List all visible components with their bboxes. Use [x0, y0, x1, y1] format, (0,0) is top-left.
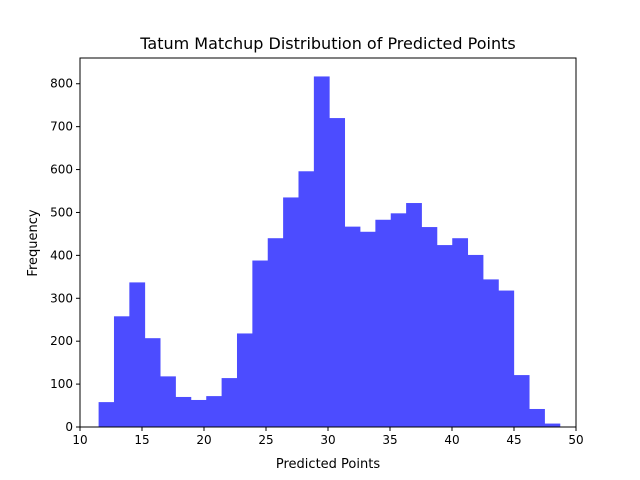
histogram-bar: [283, 197, 299, 427]
y-tick-label: 700: [50, 120, 73, 134]
x-tick-label: 45: [506, 433, 521, 447]
histogram-bar: [129, 282, 146, 427]
x-axis-label: Predicted Points: [276, 457, 380, 472]
x-tick-label: 10: [72, 433, 87, 447]
histogram-bar: [221, 378, 238, 427]
y-axis: 0 100 200 300 400 500 600 700 800: [50, 77, 80, 434]
x-tick-label: 40: [444, 433, 459, 447]
y-tick-label: 800: [50, 77, 73, 91]
histogram-bar: [144, 338, 161, 427]
x-tick-label: 30: [320, 433, 335, 447]
y-tick-label: 100: [50, 377, 73, 391]
y-tick-label: 600: [50, 163, 73, 177]
x-tick-label: 15: [134, 433, 149, 447]
histogram-bar: [236, 333, 253, 427]
histogram-bar: [313, 76, 330, 427]
histogram-bar: [190, 399, 207, 427]
histogram-bar: [529, 408, 545, 427]
histogram-bar: [329, 118, 346, 428]
x-tick-label: 50: [568, 433, 583, 447]
histogram-bar: [375, 219, 392, 427]
y-tick-label: 0: [65, 420, 73, 434]
y-tick-label: 300: [50, 291, 73, 305]
y-tick-label: 500: [50, 205, 73, 219]
histogram-bar: [436, 245, 453, 427]
histogram-bar: [267, 238, 284, 427]
histogram-bar: [483, 279, 499, 427]
histogram-bar: [160, 376, 176, 427]
histogram-bar: [467, 254, 484, 427]
histogram-bar: [452, 238, 469, 427]
x-tick-label: 20: [196, 433, 211, 447]
chart-title: Tatum Matchup Distribution of Predicted …: [139, 34, 515, 53]
y-tick-label: 400: [50, 248, 73, 262]
histogram-bar: [406, 203, 422, 427]
histogram-bar: [513, 375, 530, 427]
histogram-bar: [390, 213, 407, 427]
x-tick-label: 25: [258, 433, 273, 447]
histogram-bar: [98, 402, 115, 427]
y-tick-label: 200: [50, 334, 73, 348]
x-axis: 10 15 20 25 30 35 40 45 50: [72, 427, 584, 447]
histogram-bar: [206, 396, 223, 427]
histogram-bar: [175, 396, 192, 427]
histogram-bar: [544, 423, 561, 427]
histogram-bar: [344, 226, 361, 427]
histogram-bar: [498, 290, 515, 427]
histogram-bar: [252, 260, 269, 427]
histogram-bar: [359, 231, 376, 427]
x-tick-label: 35: [382, 433, 397, 447]
histogram-bar: [113, 316, 130, 427]
histogram-bar: [298, 171, 315, 427]
y-axis-label: Frequency: [26, 209, 41, 276]
histogram-bar: [421, 227, 438, 427]
bars-group: [98, 76, 561, 428]
